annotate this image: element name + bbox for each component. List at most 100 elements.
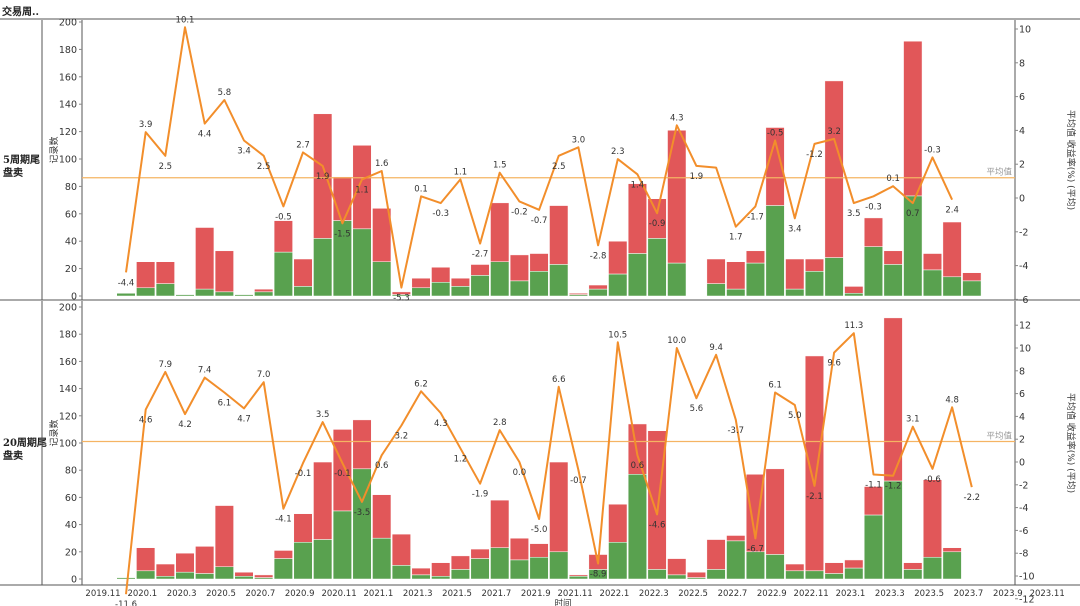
- bar-green-segment: [391, 565, 411, 580]
- bar-red-segment: [450, 555, 470, 570]
- return-line: [125, 26, 954, 289]
- right-tick-label: -10: [1019, 572, 1035, 583]
- bar-red-segment: [903, 562, 923, 570]
- bar-green-segment: [509, 559, 529, 580]
- bar-green-segment: [647, 569, 667, 580]
- bar-green-segment: [352, 468, 372, 580]
- bar-red-segment: [372, 494, 392, 539]
- right-tick-label: 2: [1019, 160, 1025, 171]
- bar-green-segment: [785, 288, 805, 297]
- row-header-label: 交易周..: [2, 5, 39, 18]
- bar-green-segment: [273, 558, 293, 580]
- panel-1: 0 20 40 60 80 100 120 140 160 180 200 -6 -4 -2 0 2 4 6 8 10…: [0, 15, 1080, 306]
- bar-green-segment: [844, 567, 864, 580]
- bar-green-segment: [470, 275, 490, 297]
- line-data-label: 3.1: [906, 415, 920, 425]
- line-data-label: 1.1: [355, 185, 369, 195]
- bar-red-segment: [214, 250, 234, 293]
- bar-green-segment: [785, 570, 805, 580]
- line-data-label: 1.5: [493, 161, 507, 171]
- bar-green-segment: [804, 570, 824, 580]
- line-data-label: 0.0: [513, 468, 527, 478]
- bar-green-segment: [391, 294, 411, 297]
- x-tick-label: 2021.3: [403, 589, 433, 599]
- bar-green-segment: [942, 551, 962, 580]
- bar-green-segment: [922, 556, 942, 580]
- line-data-label: 4.3: [434, 419, 448, 429]
- bar-green-segment: [549, 264, 569, 297]
- bar-red-segment: [332, 176, 352, 221]
- bar-red-segment: [136, 547, 156, 572]
- right-tick-label: -8: [1019, 549, 1028, 560]
- bar-green-segment: [627, 474, 647, 580]
- bar-green-segment: [667, 262, 687, 297]
- average-ref-label: 平均值: [986, 430, 1012, 441]
- bar-red-segment: [942, 221, 962, 278]
- left-tick-label: 100: [59, 439, 77, 450]
- line-data-label: -0.3: [865, 202, 882, 212]
- left-tick-label: 80: [65, 466, 77, 477]
- bar-red-segment: [509, 254, 529, 282]
- bar-red-segment: [903, 40, 923, 197]
- bar-red-segment: [450, 277, 470, 287]
- x-tick-label: 2023.3: [875, 589, 905, 599]
- bar-red-segment: [785, 563, 805, 572]
- line-data-label: 1.9: [690, 172, 704, 182]
- bar-red-segment: [824, 562, 844, 574]
- average-ref-label: 平均值: [986, 167, 1012, 178]
- x-tick-label: 2022.3: [639, 589, 669, 599]
- bar-red-segment: [588, 284, 608, 290]
- bar-green-segment: [608, 542, 628, 580]
- bar-red-segment: [883, 250, 903, 265]
- line-data-label: 2.4: [945, 206, 959, 216]
- line-data-label: 0.7: [906, 209, 920, 219]
- bar-green-segment: [647, 238, 667, 297]
- line-data-label: -8.9: [590, 569, 607, 579]
- bar-green-segment: [214, 566, 234, 580]
- right-tick-label: 6: [1019, 389, 1025, 400]
- bar-red-segment: [745, 250, 765, 264]
- bar-green-segment: [450, 286, 470, 297]
- x-tick-label: 2022.11: [794, 589, 829, 599]
- line-data-label: 6.2: [414, 379, 428, 389]
- right-axis-title: 平均值 收益率(%) (平均): [1065, 393, 1077, 493]
- left-tick-label: 200: [59, 303, 77, 314]
- bar-green-segment: [254, 291, 274, 297]
- line-data-label: -0.5: [275, 212, 292, 222]
- bar-green-segment: [529, 271, 549, 297]
- bar-green-segment: [490, 261, 510, 297]
- x-tick-label: 2023.7: [954, 589, 984, 599]
- line-data-label: -0.7: [531, 216, 548, 226]
- line-data-label: 2.3: [611, 147, 625, 157]
- bar-green-segment: [844, 293, 864, 297]
- bar-red-segment: [273, 550, 293, 559]
- line-data-label: -5.3: [393, 294, 410, 304]
- left-tick-label: 0: [71, 575, 77, 586]
- bar-green-segment: [450, 569, 470, 580]
- bar-series: [116, 317, 962, 580]
- right-tick-label: 12: [1019, 321, 1031, 332]
- line-data-label: 0.6: [631, 461, 645, 471]
- bar-red-segment: [627, 183, 647, 254]
- right-tick-label: 4: [1019, 126, 1025, 137]
- x-tick-label: 2021.9: [521, 589, 551, 599]
- line-data-label: 4.3: [670, 113, 684, 123]
- bar-green-segment: [313, 238, 333, 297]
- left-tick-label: 20: [65, 547, 77, 558]
- line-data-label: 10.0: [667, 336, 686, 346]
- left-tick-label: 60: [65, 493, 77, 504]
- line-data-label: 7.0: [257, 370, 271, 380]
- line-data-label: -4.1: [275, 515, 292, 525]
- line-data-label: 10.1: [176, 15, 195, 25]
- bar-green-segment: [745, 262, 765, 297]
- bar-red-segment: [922, 253, 942, 271]
- right-tick-label: 8: [1019, 58, 1025, 69]
- line-data-label: 2.8: [493, 418, 507, 428]
- line-data-label: 11.3: [844, 321, 863, 331]
- left-axis-title: 记录数: [48, 136, 60, 163]
- line-data-label: 0.1: [414, 184, 428, 194]
- bar-green-segment: [588, 569, 608, 580]
- line-data-label: -2.2: [964, 493, 981, 503]
- bar-red-segment: [391, 533, 411, 566]
- line-data-label: -3.7: [727, 426, 744, 436]
